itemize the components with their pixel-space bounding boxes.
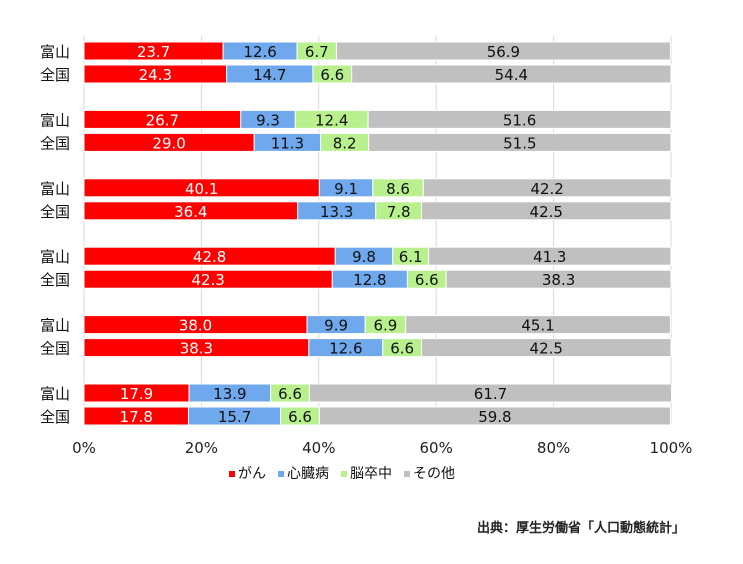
value-label: 17.8 bbox=[120, 408, 153, 426]
x-tick-label: 0% bbox=[72, 439, 96, 457]
value-label: 42.3 bbox=[191, 271, 224, 289]
row-label: 全国 bbox=[40, 271, 70, 289]
row-label: 全国 bbox=[40, 340, 70, 358]
legend-swatch bbox=[404, 471, 410, 477]
value-label: 41.3 bbox=[533, 248, 566, 266]
value-label: 40.1 bbox=[185, 180, 218, 198]
value-label: 51.5 bbox=[503, 134, 536, 152]
bar-segment bbox=[445, 269, 672, 289]
bar-segment bbox=[318, 406, 671, 426]
row-label: 全国 bbox=[40, 134, 70, 152]
value-label: 56.9 bbox=[487, 43, 520, 61]
row-label: 富山 bbox=[40, 385, 70, 403]
value-label: 6.6 bbox=[390, 340, 414, 358]
legend-swatch bbox=[229, 471, 235, 477]
x-tick-label: 100% bbox=[650, 439, 693, 457]
value-label: 8.2 bbox=[333, 134, 357, 152]
bar-segment bbox=[351, 64, 672, 84]
value-label: 26.7 bbox=[146, 111, 179, 129]
value-label: 9.3 bbox=[256, 111, 280, 129]
value-label: 15.7 bbox=[218, 408, 251, 426]
value-label: 42.5 bbox=[530, 340, 563, 358]
bar-segment bbox=[421, 338, 672, 358]
value-label: 6.9 bbox=[373, 317, 397, 335]
row-label: 富山 bbox=[40, 317, 70, 335]
value-label: 61.7 bbox=[474, 385, 507, 403]
value-label: 13.3 bbox=[320, 203, 353, 221]
bar-segment bbox=[308, 383, 673, 403]
value-label: 6.7 bbox=[305, 43, 329, 61]
legend-label: その他 bbox=[413, 466, 455, 482]
value-labels: 23.7 12.6 6.7 56.9 24.3 14.7 6.6 54.4 26.7 9.3 12.… bbox=[120, 43, 576, 426]
value-label: 38.0 bbox=[179, 317, 212, 335]
bar-segment bbox=[405, 315, 671, 335]
value-label: 6.6 bbox=[415, 271, 439, 289]
value-label: 6.6 bbox=[320, 66, 344, 84]
legend: がん 心臓病 脳卒中 その他 bbox=[229, 466, 455, 482]
legend-label: がん bbox=[238, 466, 266, 482]
value-label: 17.9 bbox=[120, 385, 153, 403]
value-label: 59.8 bbox=[478, 408, 511, 426]
row-label: 富山 bbox=[40, 111, 70, 129]
value-label: 24.3 bbox=[139, 66, 172, 84]
value-label: 23.7 bbox=[137, 43, 170, 61]
value-label: 45.1 bbox=[521, 317, 554, 335]
value-label: 12.4 bbox=[315, 111, 348, 129]
value-label: 51.6 bbox=[503, 111, 536, 129]
value-label: 6.6 bbox=[288, 408, 312, 426]
bar-segment bbox=[367, 109, 672, 129]
legend-label: 脳卒中 bbox=[350, 466, 392, 482]
row-label: 全国 bbox=[40, 66, 70, 84]
bars bbox=[83, 41, 673, 426]
legend-swatch bbox=[341, 471, 347, 477]
value-label: 7.8 bbox=[387, 203, 411, 221]
row-label: 富山 bbox=[40, 248, 70, 266]
value-label: 9.1 bbox=[334, 180, 358, 198]
row-label: 富山 bbox=[40, 180, 70, 198]
bar-segment bbox=[428, 246, 672, 266]
value-label: 6.1 bbox=[399, 248, 423, 266]
bar-segment bbox=[422, 178, 672, 198]
value-label: 8.6 bbox=[386, 180, 410, 198]
grid-lines bbox=[83, 36, 672, 424]
value-label: 54.4 bbox=[495, 66, 528, 84]
bar-segment bbox=[335, 41, 671, 61]
value-label: 14.7 bbox=[253, 66, 286, 84]
row-label: 富山 bbox=[40, 43, 70, 61]
x-tick-label: 40% bbox=[302, 439, 335, 457]
x-tick-label: 80% bbox=[537, 439, 570, 457]
x-tick-labels: 0% 20% 40% 60% 80% 100% bbox=[72, 439, 692, 457]
row-label: 全国 bbox=[40, 203, 70, 221]
value-label: 6.6 bbox=[278, 385, 302, 403]
value-label: 9.9 bbox=[324, 317, 348, 335]
row-label: 全国 bbox=[40, 408, 70, 426]
value-label: 11.3 bbox=[271, 134, 304, 152]
value-label: 42.5 bbox=[530, 203, 563, 221]
x-tick-label: 20% bbox=[185, 439, 218, 457]
legend-swatch bbox=[278, 471, 284, 477]
source-note: 出典：厚生労働省「人口動態統計」 bbox=[476, 521, 685, 536]
bar-segment bbox=[421, 201, 672, 221]
value-label: 36.4 bbox=[174, 203, 207, 221]
value-label: 38.3 bbox=[542, 271, 575, 289]
legend-label: 心臓病 bbox=[287, 466, 329, 482]
value-label: 29.0 bbox=[152, 134, 185, 152]
value-label: 12.6 bbox=[329, 340, 362, 358]
value-label: 42.2 bbox=[530, 180, 563, 198]
value-label: 42.8 bbox=[193, 248, 226, 266]
value-label: 13.9 bbox=[213, 385, 246, 403]
value-label: 12.6 bbox=[243, 43, 276, 61]
value-label: 9.8 bbox=[352, 248, 376, 266]
x-tick-label: 60% bbox=[420, 439, 453, 457]
value-label: 38.3 bbox=[180, 340, 213, 358]
bar-segment bbox=[368, 132, 672, 152]
value-label: 12.8 bbox=[353, 271, 386, 289]
